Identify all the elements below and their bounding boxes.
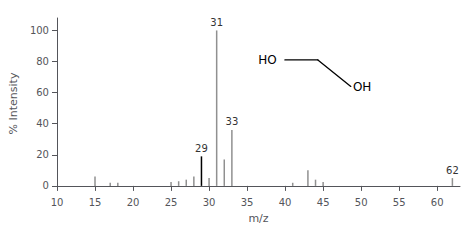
svg-text:20: 20 (127, 197, 140, 208)
svg-text:25: 25 (165, 197, 178, 208)
svg-text:100: 100 (30, 25, 49, 36)
svg-text:20: 20 (36, 149, 49, 160)
svg-text:35: 35 (241, 197, 254, 208)
svg-text:45: 45 (317, 197, 330, 208)
svg-text:15: 15 (89, 197, 102, 208)
svg-text:40: 40 (279, 197, 292, 208)
svg-text:HO: HO (258, 53, 276, 67)
svg-text:m/z: m/z (248, 212, 268, 225)
svg-text:50: 50 (355, 197, 368, 208)
svg-text:0: 0 (43, 180, 49, 191)
svg-text:29: 29 (195, 143, 208, 154)
svg-text:55: 55 (393, 197, 406, 208)
svg-text:% Intensity: % Intensity (7, 72, 20, 134)
svg-text:40: 40 (36, 118, 49, 129)
svg-text:60: 60 (431, 197, 444, 208)
svg-text:31: 31 (210, 17, 223, 28)
svg-text:30: 30 (203, 197, 216, 208)
svg-text:10: 10 (51, 197, 64, 208)
svg-text:33: 33 (226, 116, 239, 127)
svg-text:60: 60 (36, 87, 49, 98)
svg-text:80: 80 (36, 56, 49, 67)
svg-text:OH: OH (353, 80, 371, 94)
svg-text:62: 62 (446, 165, 459, 176)
